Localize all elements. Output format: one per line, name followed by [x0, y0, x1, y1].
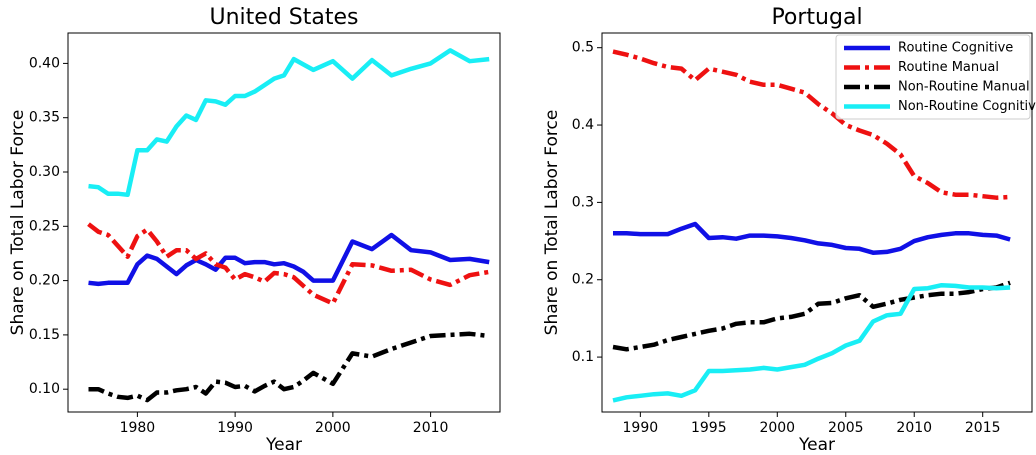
- chart-title: Portugal: [771, 5, 862, 30]
- x-tick-label: 2010: [896, 420, 932, 436]
- series-line: [88, 48, 490, 198]
- x-axis-label: Year: [265, 435, 302, 455]
- series-line: [613, 221, 1011, 255]
- legend-label: Non-Routine Cognitive: [898, 99, 1036, 114]
- y-tick-label: 0.10: [29, 381, 60, 397]
- legend-label: Routine Manual: [898, 60, 999, 75]
- legend-label: Non-Routine Manual: [898, 80, 1030, 95]
- y-tick-label: 0.15: [29, 327, 60, 343]
- y-axis-label: Share on Total Labor Force: [542, 110, 562, 336]
- plot-frame: [67, 32, 501, 413]
- y-tick-label: 0.3: [572, 194, 594, 210]
- y-tick-label: 0.4: [572, 117, 594, 133]
- y-tick-label: 0.35: [29, 110, 60, 126]
- chart-title: United States: [210, 5, 359, 30]
- x-tick-label: 2010: [413, 420, 449, 436]
- x-tick-label: 2005: [828, 420, 864, 436]
- y-tick-label: 0.5: [572, 40, 594, 56]
- y-tick-label: 0.20: [29, 273, 60, 289]
- series-line: [612, 282, 1011, 403]
- series-line: [87, 222, 490, 306]
- series-line: [88, 232, 490, 287]
- x-tick-label: 2015: [965, 420, 1001, 436]
- y-tick-label: 0.2: [572, 272, 594, 288]
- y-tick-label: 0.25: [29, 218, 60, 234]
- y-axis-label: Share on Total Labor Force: [8, 110, 28, 336]
- x-tick-label: 1980: [120, 420, 156, 436]
- series-line: [88, 331, 490, 403]
- x-tick-label: 2000: [315, 420, 351, 436]
- plot-frame: [601, 32, 1033, 413]
- x-tick-label: 1990: [217, 420, 253, 436]
- legend-box: [835, 34, 1031, 120]
- series-line: [612, 280, 1011, 352]
- x-tick-label: 1990: [623, 420, 659, 436]
- x-tick-label: 2000: [759, 420, 795, 436]
- legend-label: Routine Cognitive: [898, 41, 1013, 56]
- y-tick-label: 0.40: [29, 55, 60, 71]
- x-tick-label: 1995: [691, 420, 727, 436]
- series-line: [612, 49, 1011, 200]
- y-tick-label: 0.1: [572, 349, 594, 365]
- y-tick-label: 0.30: [29, 164, 60, 180]
- x-axis-label: Year: [798, 435, 835, 455]
